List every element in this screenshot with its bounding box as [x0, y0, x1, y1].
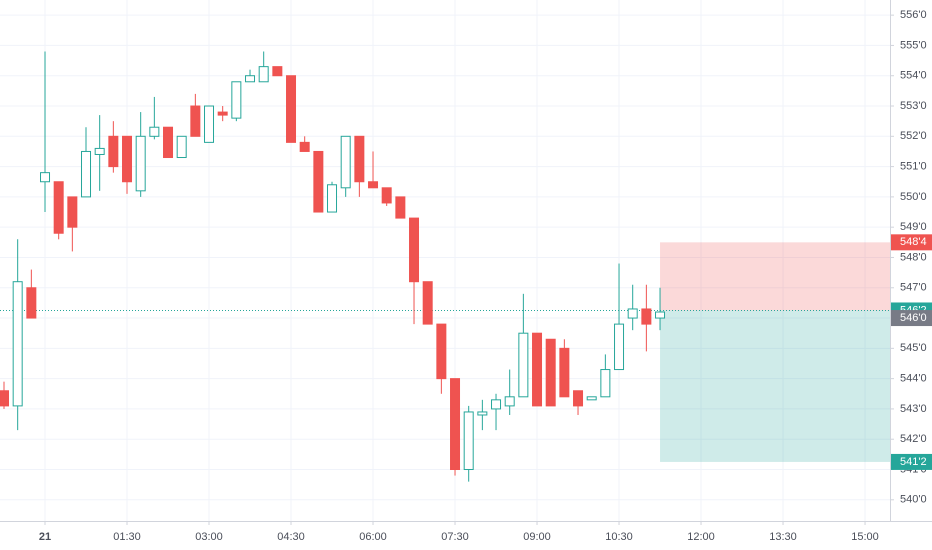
x-tick-label: 12:00 — [687, 531, 715, 543]
y-tick-label: 543'0 — [900, 403, 927, 415]
candle-body — [122, 135, 133, 183]
candle-body — [204, 105, 215, 143]
candle-body — [81, 150, 92, 198]
price-label-box — [891, 453, 932, 470]
candles — [0, 51, 666, 482]
candle-body — [600, 369, 611, 398]
y-tick-label: 544'0 — [900, 373, 927, 385]
x-tick-label: 01:30 — [113, 531, 141, 543]
candle-body — [491, 399, 502, 410]
candle-body — [12, 281, 23, 407]
candle-body — [518, 332, 529, 398]
candle-body — [149, 126, 160, 137]
y-tick-label: 550'0 — [900, 191, 927, 203]
candle-body — [450, 378, 461, 471]
candle-body — [135, 135, 146, 192]
x-tick-label: 03:00 — [195, 531, 223, 543]
candle-body — [245, 75, 256, 83]
x-tick-label: 07:30 — [441, 531, 469, 543]
candle-body — [67, 196, 78, 228]
candle-body — [614, 323, 625, 371]
candle-body — [655, 311, 666, 319]
candle-body — [477, 411, 488, 416]
price-label-box — [891, 234, 932, 251]
candle-body — [231, 81, 242, 119]
candle-body — [422, 281, 433, 325]
candle-body — [94, 147, 105, 155]
candle-body — [627, 308, 638, 319]
price-label-box — [891, 310, 932, 327]
grid — [0, 0, 890, 521]
y-tick-label: 549'0 — [900, 221, 927, 233]
position-zones — [0, 242, 890, 462]
candle-body — [299, 141, 310, 152]
price-label: 546'0 — [900, 312, 927, 324]
candle-body — [354, 135, 365, 183]
y-tick-label: 553'0 — [900, 100, 927, 112]
y-tick-label: 540'0 — [900, 494, 927, 506]
candle-body — [108, 135, 119, 168]
stop-zone — [660, 242, 890, 311]
price-label: 548'4 — [900, 236, 927, 248]
y-tick-label: 542'0 — [900, 433, 927, 445]
y-tick-label: 545'0 — [900, 342, 927, 354]
candle-body — [217, 111, 228, 116]
y-tick-label: 556'0 — [900, 9, 927, 21]
candle-body — [368, 181, 379, 189]
candle-body — [258, 66, 269, 83]
x-tick-label: 21 — [39, 531, 51, 543]
candle-body — [545, 338, 556, 407]
x-tick-label: 06:00 — [359, 531, 387, 543]
candle-body — [0, 390, 10, 407]
candle-body — [272, 66, 283, 77]
candle-body — [53, 181, 64, 234]
y-tick-label: 555'0 — [900, 39, 927, 51]
candle-body — [532, 332, 543, 407]
candle-body — [176, 135, 187, 159]
y-tick-label: 552'0 — [900, 130, 927, 142]
candle-body — [313, 150, 324, 213]
y-tick-label: 548'0 — [900, 251, 927, 263]
candle-body — [504, 396, 515, 407]
x-tick-label: 13:30 — [769, 531, 797, 543]
candle-body — [340, 135, 351, 189]
x-tick-label: 09:00 — [523, 531, 551, 543]
x-tick-label: 10:30 — [605, 531, 633, 543]
x-tick-label: 04:30 — [277, 531, 305, 543]
candle-body — [559, 347, 570, 398]
candle-body — [381, 187, 392, 204]
candle-body — [40, 172, 51, 183]
candle-body — [395, 196, 406, 219]
axes: 540'0541'0542'0543'0544'0545'0546'0547'0… — [39, 9, 932, 543]
candle-body — [163, 126, 174, 159]
candle-body — [641, 308, 652, 325]
target-zone — [660, 310, 890, 462]
candle-body — [573, 390, 584, 407]
x-tick-label: 15:00 — [851, 531, 879, 543]
candle-body — [436, 323, 447, 380]
candle-body — [586, 396, 597, 401]
candle-body — [286, 75, 297, 143]
candle-body — [26, 287, 37, 319]
y-tick-label: 551'0 — [900, 161, 927, 173]
price-label: 541'2 — [900, 456, 927, 468]
y-tick-label: 554'0 — [900, 70, 927, 82]
candle-body — [327, 184, 338, 213]
candle-body — [463, 411, 474, 471]
y-tick-label: 547'0 — [900, 282, 927, 294]
candle-body — [190, 105, 201, 137]
candle-body — [409, 217, 420, 283]
